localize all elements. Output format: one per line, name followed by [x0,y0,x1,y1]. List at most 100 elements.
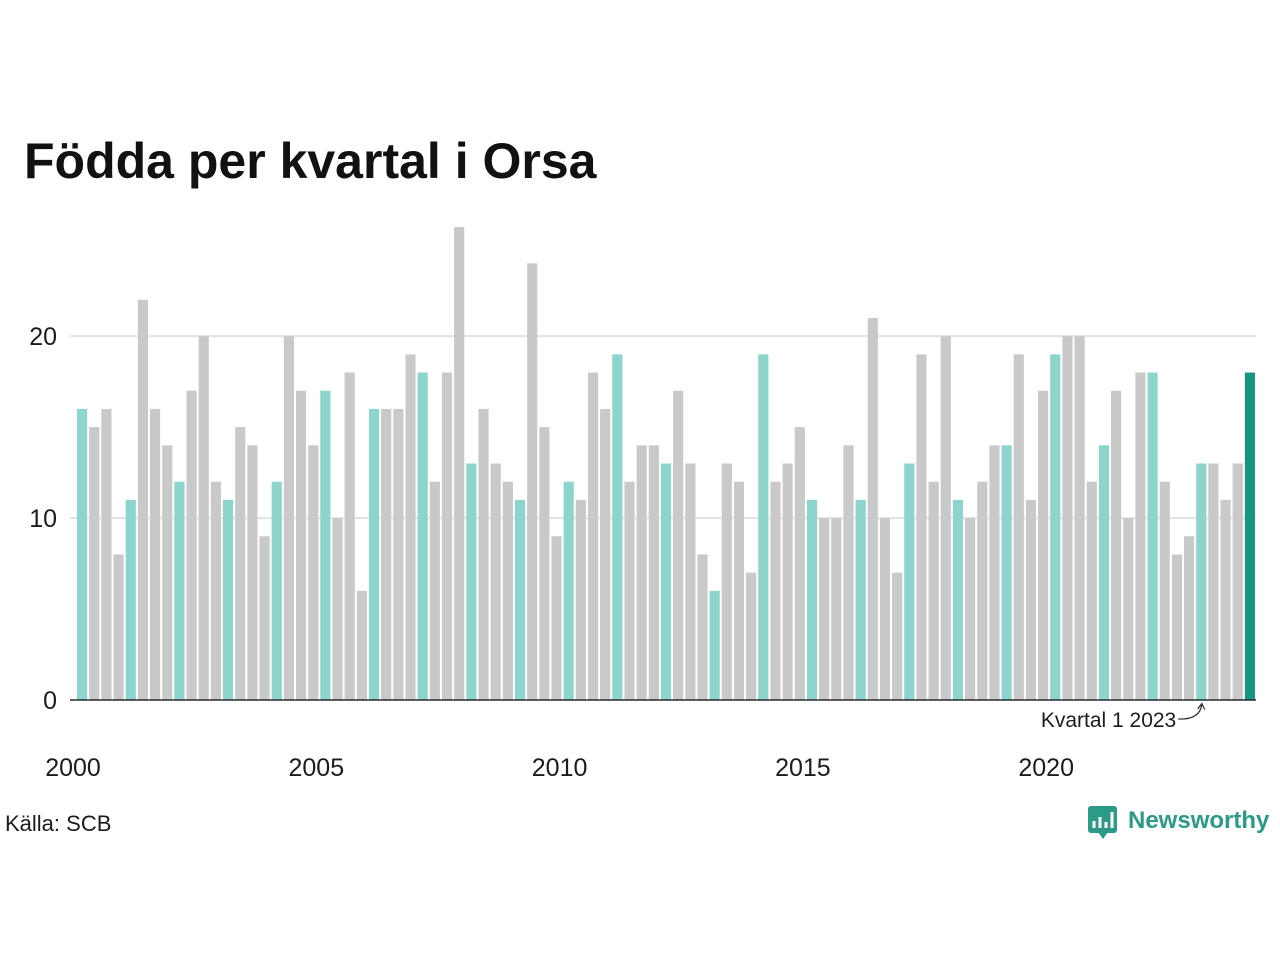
bar [490,463,501,700]
logo-icon-tail [1098,832,1108,839]
bar [149,408,161,700]
bar [916,354,927,700]
bar [320,390,331,700]
bar [1050,354,1061,700]
bar [1244,372,1255,700]
y-axis-tick-labels: 0 10 20 [29,323,57,715]
y-tick-label: 10 [29,505,57,533]
bar [1062,336,1073,700]
logo-icon-bar [1110,812,1114,828]
bar [247,445,258,700]
bar [1086,481,1097,700]
bar [1038,390,1049,700]
bar [1184,536,1195,700]
bar [405,354,416,700]
bar [733,481,745,700]
x-tick-label: 2010 [532,754,588,782]
bar [685,463,696,700]
bar [514,499,526,700]
chart-title: Födda per kvartal i Orsa [24,133,598,189]
x-tick-label: 2020 [1018,754,1074,782]
bar [892,572,903,700]
bar [210,481,221,700]
bar [101,408,112,700]
x-tick-label: 2015 [775,754,831,782]
newsworthy-logo-icon [1088,806,1117,839]
bar [1196,463,1207,700]
bar [904,463,915,700]
bar [295,390,307,700]
bar [1220,499,1231,700]
bar [612,354,623,700]
bar [198,336,209,700]
y-tick-label: 0 [43,687,57,715]
bar [186,390,197,700]
x-tick-label: 2000 [45,754,101,782]
bar [770,481,781,700]
bar [1208,463,1219,700]
bar [648,445,659,700]
bar [952,499,964,700]
bar [441,372,453,700]
bar [977,481,988,700]
bar [527,263,538,700]
bar [368,408,380,700]
bar [965,518,976,700]
bar [539,427,550,700]
bar [137,299,148,700]
bar [831,518,842,700]
annotations: Kvartal 1 2023 [1041,702,1206,732]
bar [1001,445,1012,700]
x-tick-label: 2005 [288,754,344,782]
bar [782,463,793,700]
bar [1232,463,1243,700]
bar [1171,554,1183,700]
bar [89,427,100,700]
bar [332,518,343,700]
bar [308,445,319,700]
bar [697,554,708,700]
source-label: Källa: SCB [5,811,111,836]
bar [636,445,647,700]
bar [1025,499,1037,700]
x-axis-tick-labels: 2000 2005 2010 2015 2020 [45,754,1074,782]
newsworthy-logo: Newsworthy [1088,806,1270,839]
bar [709,590,720,700]
bar [174,481,185,700]
annotation-arrow [1178,704,1203,720]
bar [855,499,866,700]
bar [879,518,891,700]
bar [940,336,951,700]
bar [113,554,124,700]
bar [575,499,586,700]
bar [989,445,1000,700]
bars [77,227,1255,700]
bar [563,481,574,700]
annotation-arrowhead [1197,702,1206,710]
bar [758,354,769,700]
bar [928,481,939,700]
bar [1147,372,1158,700]
bar [1159,481,1170,700]
bar [721,463,732,700]
bar [478,408,489,700]
bar [344,372,355,700]
bar [77,408,88,700]
bar [1135,372,1146,700]
logo-icon-bar [1098,817,1102,828]
bar [454,227,465,700]
bar [1123,518,1134,700]
bar [867,317,878,700]
logo-icon-bar [1092,821,1096,828]
bar [381,408,392,700]
bar [466,463,477,700]
bar [1074,336,1085,700]
bar [600,408,611,700]
y-tick-label: 20 [29,323,57,351]
bar [819,518,830,700]
bar [551,536,562,700]
bar [429,481,440,700]
bar [235,427,246,700]
bar [259,536,270,700]
